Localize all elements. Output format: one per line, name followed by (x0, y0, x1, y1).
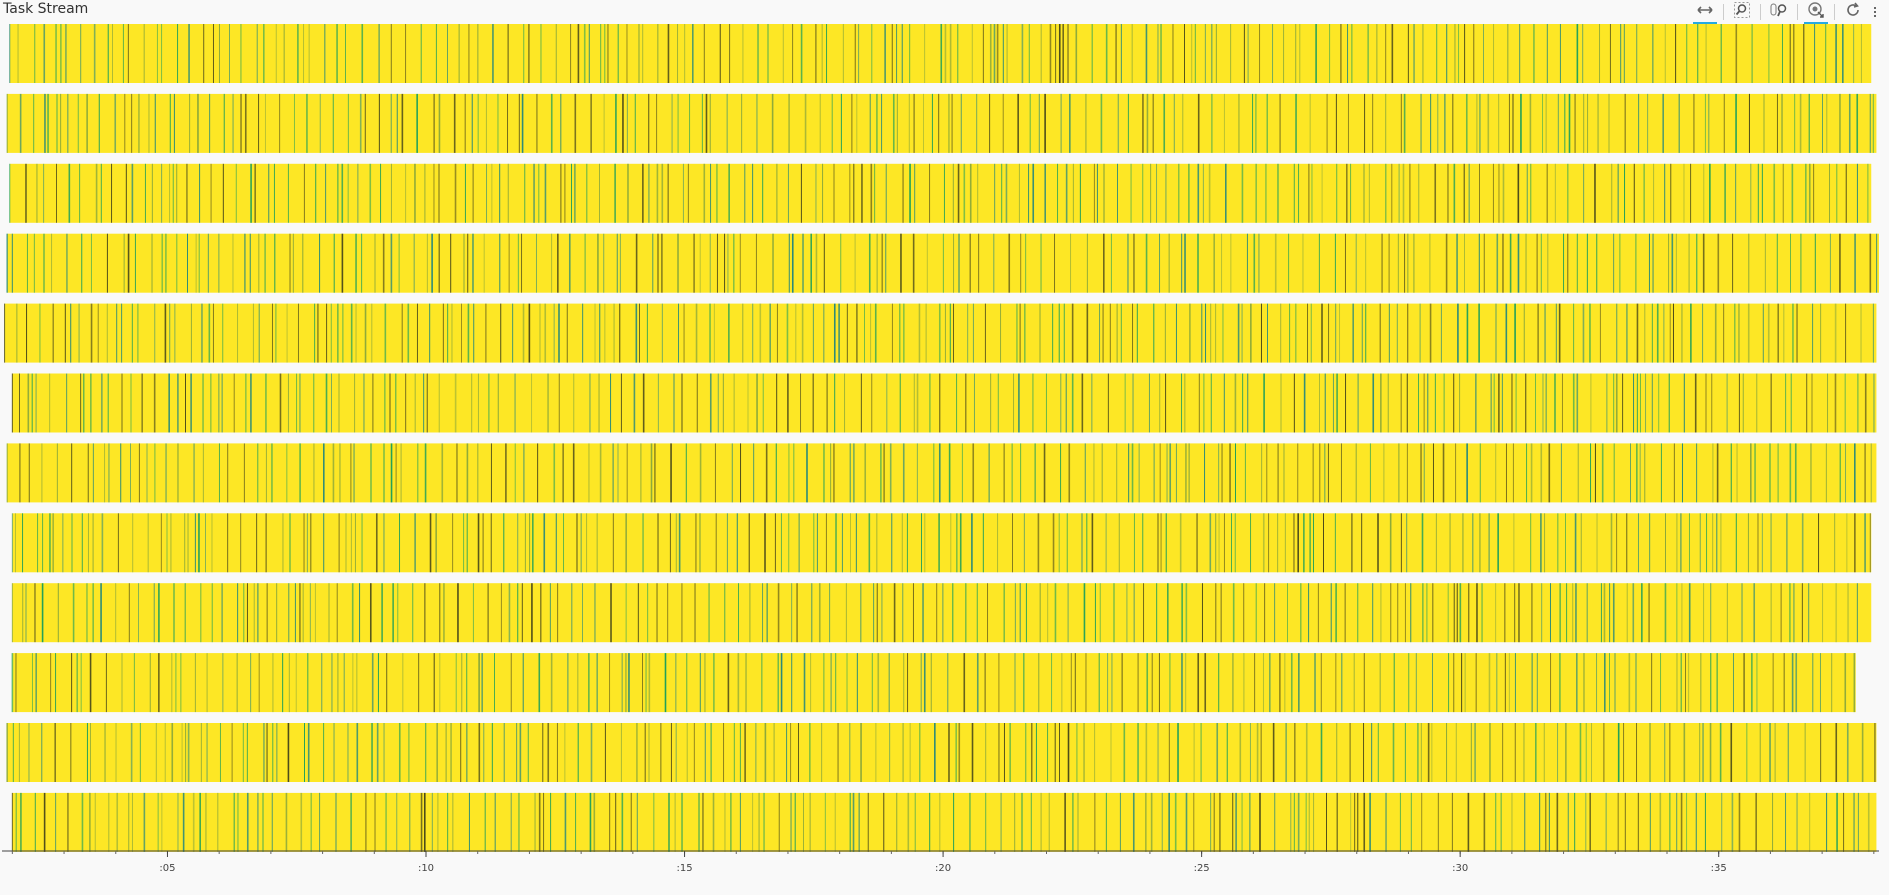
pan-tool-button[interactable] (1693, 1, 1717, 24)
chart-toolbar (1693, 0, 1879, 24)
tap-icon (1807, 1, 1825, 23)
worker-row (11, 653, 1856, 713)
x-tick-label: :20 (935, 863, 951, 874)
task-bar[interactable] (12, 653, 1856, 713)
worker-row (11, 513, 1872, 573)
worker-row (9, 24, 1872, 83)
box-zoom-tool-button[interactable] (1730, 1, 1754, 23)
worker-row (6, 233, 1880, 293)
x-tick-label: :15 (676, 863, 692, 874)
wheel-zoom-tool-button[interactable] (1767, 1, 1791, 23)
x-tick-label: :10 (418, 863, 434, 874)
tap-tool-button[interactable] (1804, 1, 1828, 24)
task-bar[interactable] (7, 93, 1877, 153)
worker-row (11, 583, 1872, 643)
task-bar[interactable] (7, 723, 1877, 782)
toolbar-divider (1797, 4, 1798, 20)
worker-row (11, 792, 1877, 852)
task-bar[interactable] (12, 513, 1872, 573)
pan-icon (1696, 1, 1714, 23)
x-tick-label: :35 (1711, 863, 1727, 874)
x-tick-label: :05 (159, 863, 175, 874)
worker-row (9, 163, 1872, 223)
x-tick-label: :30 (1452, 863, 1468, 874)
x-tick-label: :25 (1194, 863, 1210, 874)
chart-title: Task Stream (3, 1, 89, 17)
task-bar[interactable] (7, 443, 1877, 503)
toolbar-divider (1834, 4, 1835, 20)
toolbar-menu-icon[interactable] (1871, 1, 1879, 23)
worker-row (6, 443, 1877, 503)
reset-tool-button[interactable] (1841, 1, 1865, 23)
task-bar[interactable] (12, 583, 1872, 643)
toolbar-divider (1723, 4, 1724, 20)
worker-row (11, 373, 1877, 433)
box-zoom-icon (1733, 1, 1751, 23)
worker-row (6, 723, 1877, 782)
toolbar-divider (1760, 4, 1761, 20)
worker-row (6, 93, 1877, 153)
x-axis: :05 :10 :15 :20 :25 :30 :35 (2, 850, 1879, 874)
reset-icon (1844, 1, 1862, 23)
task-rows (4, 24, 1880, 852)
worker-row (4, 303, 1877, 363)
task-bar[interactable] (12, 373, 1877, 433)
task-bar[interactable] (9, 163, 1872, 223)
wheel-zoom-icon (1770, 1, 1788, 23)
task-bar[interactable] (12, 792, 1877, 852)
